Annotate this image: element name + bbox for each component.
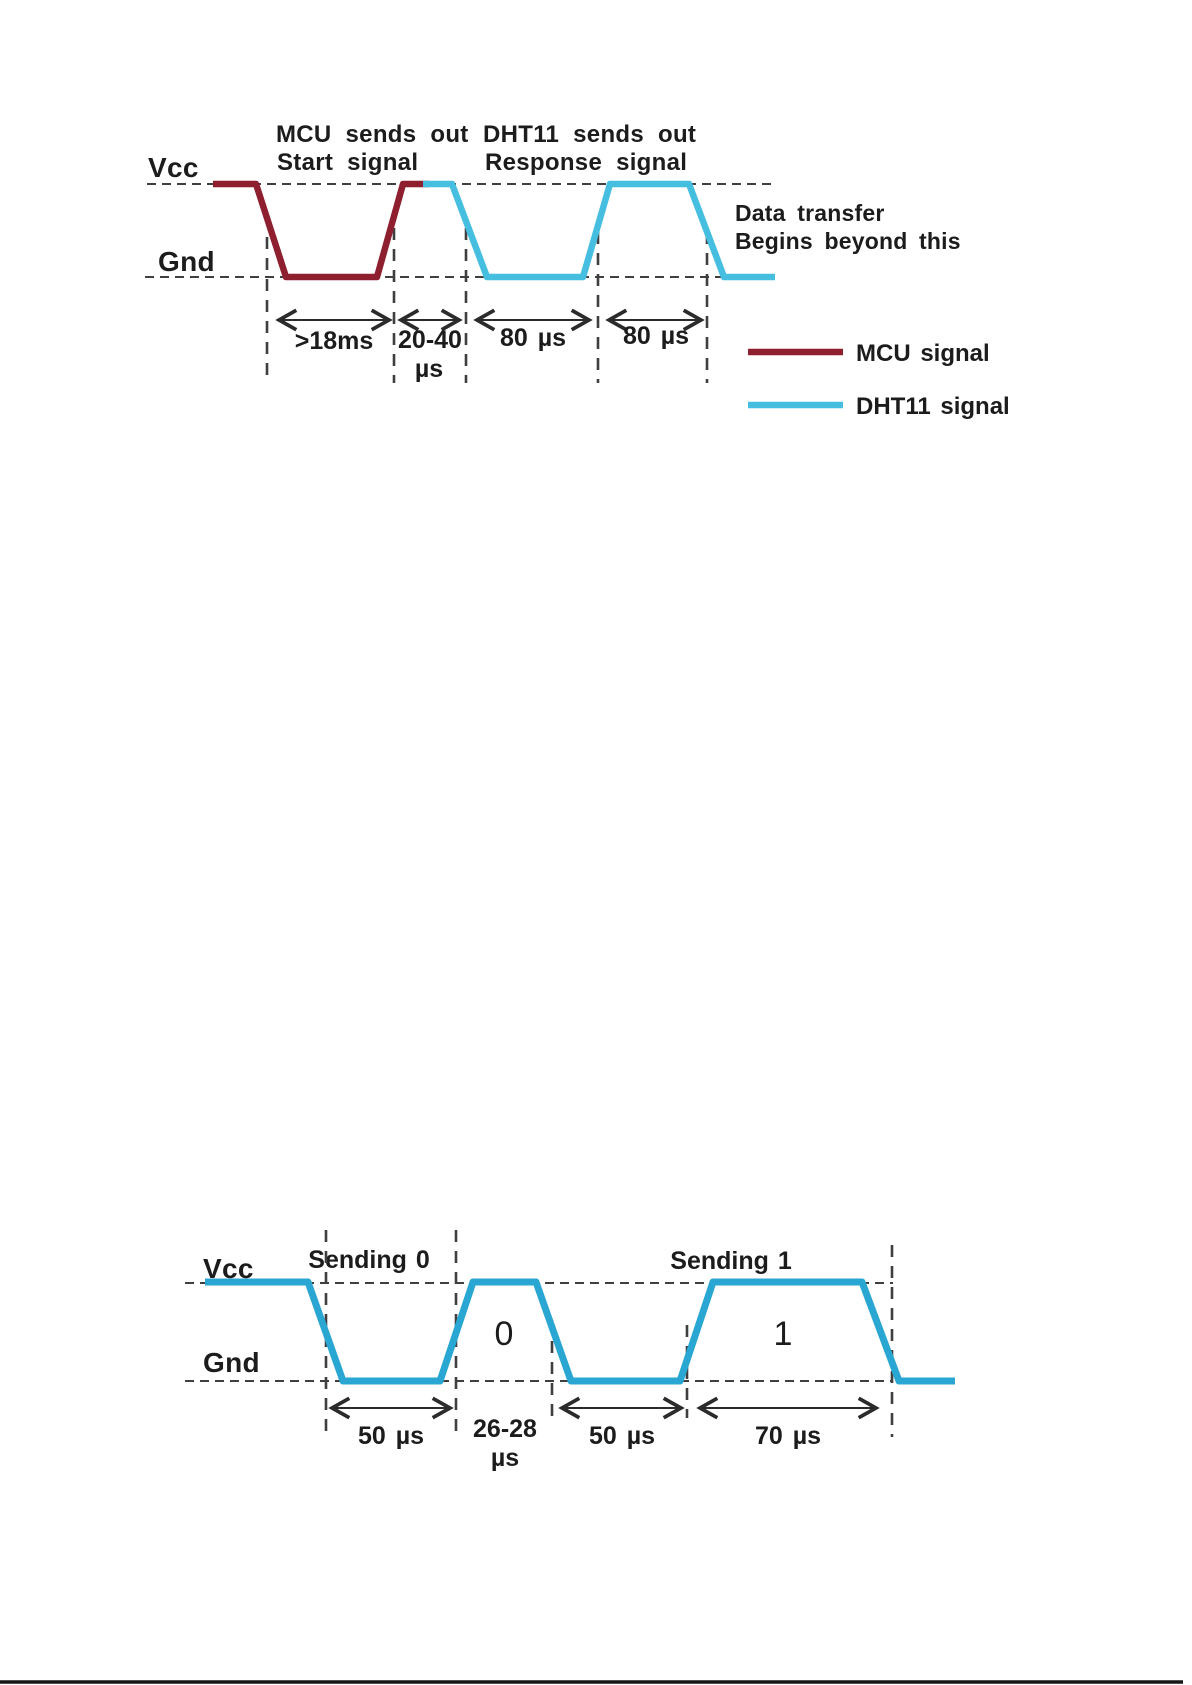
bottom-duration-labels: 50 µs 26-28 µs 50 µs 70 µs [358, 1415, 821, 1472]
top-diagram: MCU sends out Start signal DHT11 sends o… [145, 121, 1010, 420]
duration-label-18ms: >18ms [295, 327, 374, 355]
top-duration-labels: >18ms 20-40 µs 80 µs 80 µs [295, 322, 689, 383]
dht11-caption-line2: Response signal [485, 149, 687, 176]
duration-label-80us-2: 80 µs [623, 322, 689, 350]
legend: MCU signal DHT11 signal [748, 340, 1010, 420]
duration-label-2040: 20-40 [398, 326, 462, 354]
vcc-label: Vcc [148, 152, 199, 183]
duration-label-70us: 70 µs [755, 1422, 821, 1450]
duration-label-2628: 26-28 [473, 1415, 537, 1443]
gnd-label: Gnd [203, 1347, 260, 1378]
mcu-waveform [213, 180, 429, 281]
top-dashed-lines [145, 183, 772, 383]
data-transfer-note: Data transfer Begins beyond this [735, 200, 961, 254]
sending0-caption: Sending 0 [308, 1246, 429, 1274]
bit1-label: 1 [774, 1315, 793, 1353]
legend-label-mcu: MCU signal [856, 340, 990, 367]
bottom-diagram: Vcc Gnd Sending 0 Sending 1 0 1 50 µs [185, 1230, 955, 1472]
sending1-caption: Sending 1 [670, 1247, 792, 1275]
bit0-label: 0 [495, 1315, 514, 1353]
gnd-label: Gnd [158, 246, 215, 277]
data-waveform [205, 1278, 955, 1385]
dht11-caption-line1: DHT11 sends out [483, 121, 696, 148]
legend-label-dht11: DHT11 signal [856, 393, 1010, 420]
duration-label-2040-us: µs [415, 355, 443, 383]
mcu-caption-line2: Start signal [277, 149, 418, 176]
duration-label-80us-1: 80 µs [500, 324, 566, 352]
duration-label-2628-us: µs [491, 1444, 519, 1472]
duration-label-50us-2: 50 µs [589, 1422, 655, 1450]
note-line2: Begins beyond this [735, 228, 961, 254]
note-line1: Data transfer [735, 200, 885, 226]
duration-label-50us-1: 50 µs [358, 1422, 424, 1450]
dht11-waveform [423, 180, 775, 281]
mcu-caption-line1: MCU sends out [276, 121, 469, 148]
top-captions: MCU sends out Start signal DHT11 sends o… [276, 121, 696, 176]
